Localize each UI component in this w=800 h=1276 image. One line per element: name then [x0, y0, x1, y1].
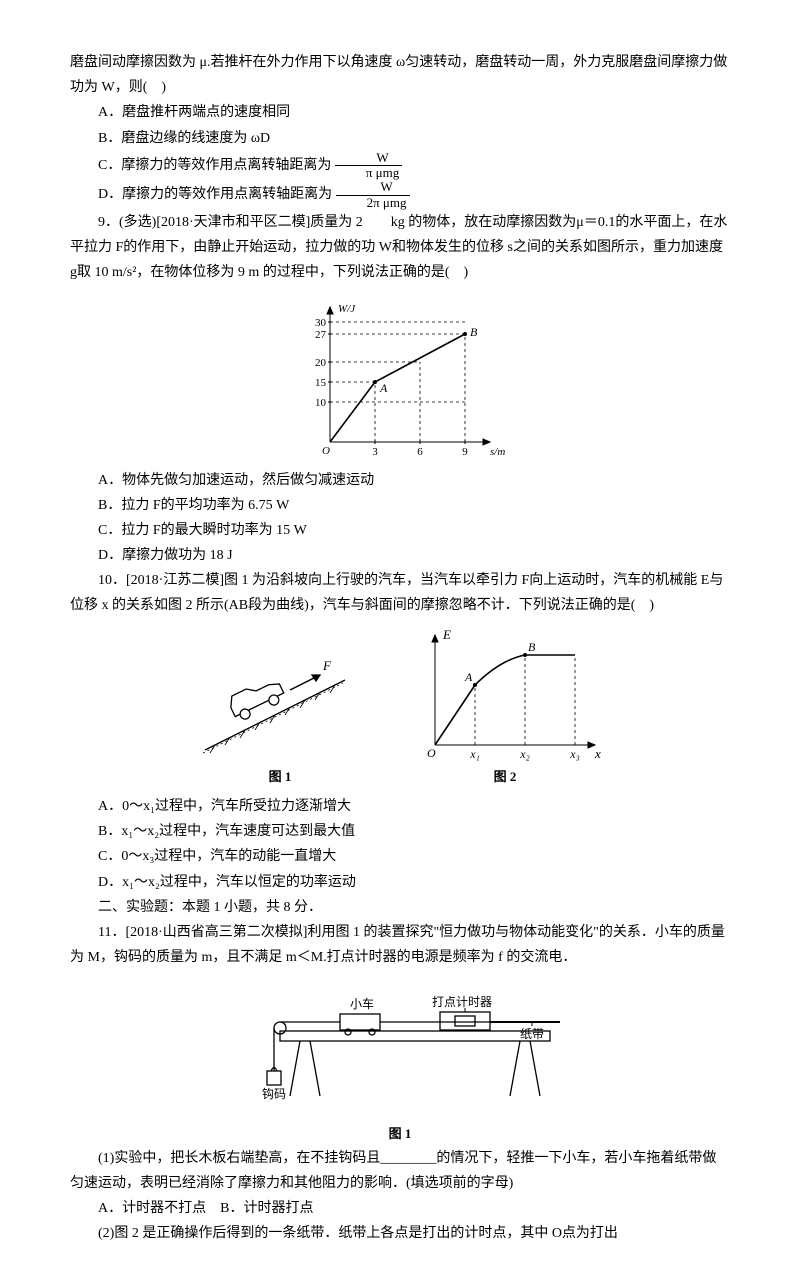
q10-fig1-label: 图 1: [195, 765, 365, 788]
svg-text:纸带: 纸带: [520, 1027, 544, 1041]
svg-text:O: O: [427, 746, 436, 760]
q9-option-b: B．拉力 F的平均功率为 6.75 W: [70, 493, 730, 518]
svg-text:9: 9: [462, 446, 468, 458]
svg-text:20: 20: [315, 357, 327, 369]
q11-stem: 11．[2018·山西省高三第二次模拟]利用图 1 的装置探究"恒力做功与物体动…: [70, 920, 730, 970]
svg-text:F: F: [322, 658, 332, 673]
svg-text:E: E: [442, 627, 451, 642]
svg-text:W/J: W/J: [338, 303, 356, 315]
q11-part2: (2)图 2 是正确操作后得到的一条纸带．纸带上各点是打出的计时点，其中 O点为…: [70, 1221, 730, 1246]
q11-part1: (1)实验中，把长木板右端垫高，在不挂钩码且________的情况下，轻推一下小…: [70, 1146, 730, 1196]
svg-text:27: 27: [315, 329, 327, 341]
q10-stem: 10．[2018·江苏二模]图 1 为沿斜坡向上行驶的汽车，当汽车以牵引力 F向…: [70, 568, 730, 618]
svg-text:x₁: x₁: [469, 747, 480, 761]
svg-text:15: 15: [315, 377, 327, 389]
q10-fig1: F: [195, 645, 365, 765]
svg-text:小车: 小车: [350, 996, 374, 1011]
svg-text:30: 30: [315, 317, 327, 329]
svg-text:O: O: [322, 445, 330, 457]
q8-option-b: B．磨盘边缘的线速度为 ωD: [70, 126, 730, 151]
q8-intro: 磨盘间动摩擦因数为 μ.若推杆在外力作用下以角速度 ω匀速转动，磨盘转动一周，外…: [70, 50, 730, 100]
q10-option-b: B．x₁～x₂过程中，汽车速度可达到最大值: [70, 819, 730, 844]
q10-fig2: A B E x O x₁ x₂ x₃: [405, 625, 605, 765]
q11-fig1-label: 图 1: [70, 1122, 730, 1145]
q10-option-c: C．0～x₃过程中，汽车的动能一直增大: [70, 844, 730, 869]
q8-option-d: D．摩擦力的等效作用点离转轴距离为 W2π μmg: [70, 180, 730, 210]
q9-stem: 9．(多选)[2018·天津市和平区二模]质量为 2 kg 的物体，放在动摩擦因…: [70, 210, 730, 286]
q10-fig2-label: 图 2: [405, 765, 605, 788]
q9-option-d: D．摩擦力做功为 18 J: [70, 543, 730, 568]
q11-fig1: 小车 打点计时器 纸带 钩码: [70, 976, 730, 1116]
q9-chart: 10 15 20 27 30 3 6 9 A B W/J s/m O: [70, 292, 730, 462]
svg-text:10: 10: [315, 397, 327, 409]
q10-option-a: A．0～x₁过程中，汽车所受拉力逐渐增大: [70, 794, 730, 819]
q10-figures: F 图 1 A B E x O: [70, 625, 730, 788]
svg-text:s/m: s/m: [490, 446, 505, 458]
svg-text:x₂: x₂: [519, 747, 530, 761]
svg-text:B: B: [528, 640, 536, 654]
svg-text:3: 3: [372, 446, 378, 458]
q8-option-a: A．磨盘推杆两端点的速度相同: [70, 100, 730, 125]
svg-text:A: A: [379, 381, 388, 395]
svg-text:6: 6: [417, 446, 423, 458]
svg-text:A: A: [464, 670, 473, 684]
svg-text:B: B: [470, 325, 478, 339]
svg-text:x: x: [594, 746, 601, 761]
svg-text:钩码: 钩码: [262, 1087, 286, 1101]
q9-option-a: A．物体先做匀加速运动，然后做匀减速运动: [70, 468, 730, 493]
q9-option-c: C．拉力 F的最大瞬时功率为 15 W: [70, 518, 730, 543]
q10-option-d: D．x₁～x₂过程中，汽车以恒定的功率运动: [70, 870, 730, 895]
q8-option-c: C．摩擦力的等效作用点离转轴距离为 Wπ μmg: [70, 151, 730, 181]
q11-part1-options: A．计时器不打点 B．计时器打点: [70, 1196, 730, 1221]
section-2-heading: 二、实验题：本题 1 小题，共 8 分．: [70, 895, 730, 920]
svg-text:x₃: x₃: [569, 747, 580, 761]
svg-text:打点计时器: 打点计时器: [432, 995, 492, 1009]
